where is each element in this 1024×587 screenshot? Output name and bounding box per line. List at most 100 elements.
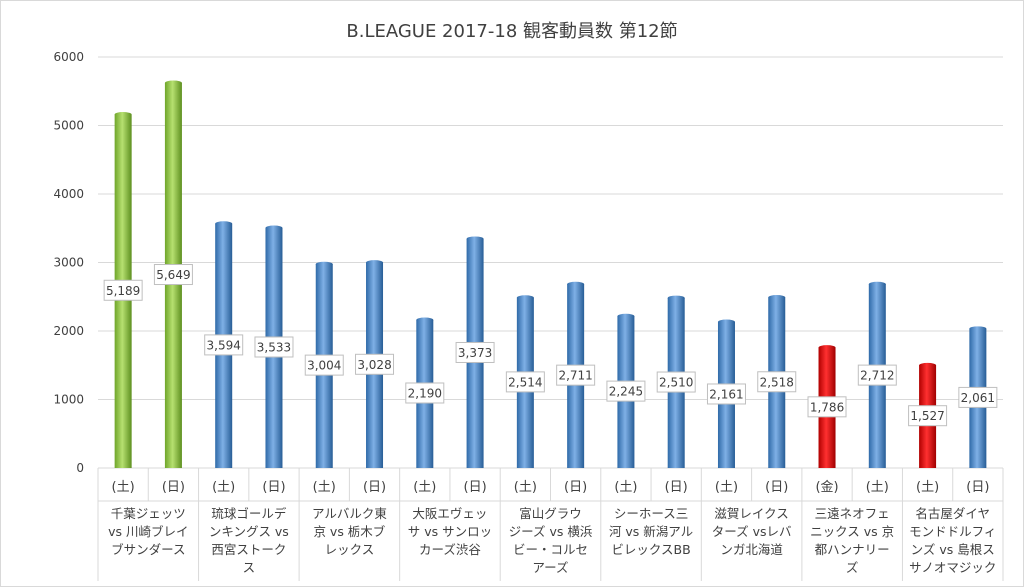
- x-category-label: サ vs サンロッ: [408, 524, 492, 539]
- data-label: 5,189: [106, 284, 140, 298]
- x-day-label: (日): [665, 480, 688, 495]
- y-tick-label: 0: [76, 461, 84, 475]
- data-label: 2,514: [508, 375, 542, 389]
- x-category-label: ンキングス vs: [209, 524, 289, 539]
- x-category-label: シーホース三: [614, 506, 688, 521]
- x-category-label: 琉球ゴールデ: [211, 506, 287, 521]
- data-label-box: [606, 380, 646, 402]
- y-tick-label: 3000: [53, 256, 84, 270]
- x-category-label: サノオマジック: [909, 560, 996, 575]
- bar-cap: [919, 362, 937, 368]
- data-label-box: [807, 396, 847, 418]
- bar-cap: [315, 261, 333, 267]
- data-label-box: [958, 386, 998, 408]
- x-day-label: (日): [564, 480, 587, 495]
- data-label: 2,190: [408, 386, 442, 400]
- data-label-box: [556, 364, 596, 386]
- bar-cap: [818, 345, 836, 351]
- data-label: 1,786: [810, 400, 844, 414]
- x-day-label: (土): [413, 480, 436, 495]
- x-category-label: 大阪エヴェッ: [412, 506, 487, 521]
- data-label-box: [254, 336, 294, 358]
- data-label-box: [706, 383, 746, 405]
- x-category-label: アーズ: [532, 560, 568, 575]
- bar-cap: [366, 260, 384, 266]
- bar-cap: [265, 225, 283, 231]
- x-day-label: (金): [815, 479, 838, 495]
- bar-cap: [466, 236, 484, 242]
- x-category-label: 名古屋ダイヤ: [915, 506, 990, 521]
- x-day-label: (日): [765, 480, 788, 495]
- bar-cap: [768, 295, 786, 301]
- bar-cap: [868, 281, 886, 287]
- bar-cap: [416, 317, 434, 323]
- data-label: 5,649: [156, 268, 190, 282]
- bar-cap: [717, 319, 735, 325]
- bar-cap: [667, 295, 685, 301]
- data-label-box: [908, 405, 948, 427]
- x-category-label: ビレックスBB: [611, 542, 690, 557]
- x-category-label: レックス: [325, 542, 375, 557]
- x-day-label: (土): [866, 480, 889, 495]
- data-label-box: [656, 371, 696, 393]
- data-label: 2,510: [659, 376, 693, 390]
- data-label: 2,518: [760, 375, 794, 389]
- x-category-label: 京 vs 栃木ブ: [313, 524, 385, 539]
- data-label: 2,161: [709, 387, 743, 401]
- x-day-label: (土): [514, 480, 537, 495]
- x-day-label: (土): [313, 480, 336, 495]
- bars: [114, 80, 987, 468]
- data-label: 2,245: [609, 385, 643, 399]
- x-category-label: ジーズ vs 横浜: [509, 524, 593, 539]
- data-label: 3,028: [357, 358, 391, 372]
- data-label: 3,533: [257, 340, 291, 354]
- x-category-label: 滋賀レイクス: [714, 506, 788, 521]
- y-tick-label: 6000: [53, 50, 84, 64]
- y-tick-label: 2000: [53, 324, 84, 338]
- bar-cap: [516, 295, 534, 301]
- x-category-label: ビー・コルセ: [513, 542, 588, 557]
- x-day-label: (土): [614, 480, 637, 495]
- data-label-box: [505, 371, 545, 393]
- x-category-label: ス: [243, 560, 256, 575]
- x-day-label: (日): [162, 480, 185, 495]
- x-category-label: ニックス vs 京: [810, 524, 894, 539]
- data-label: 2,712: [860, 369, 894, 383]
- x-category-label: 富山グラウ: [519, 506, 582, 521]
- bar-cap: [969, 326, 987, 332]
- data-label: 2,061: [961, 391, 995, 405]
- data-labels: 5,189 5,649 3,594 3,533 3,004 3,028 2,190 3,373…: [103, 264, 998, 427]
- y-tick-label: 1000: [53, 393, 84, 407]
- data-label: 3,373: [458, 346, 492, 360]
- bar-cap: [164, 80, 182, 86]
- bar-cap: [617, 313, 635, 319]
- data-label: 3,004: [307, 359, 341, 373]
- category-table: [97, 467, 1004, 581]
- x-day-label: (日): [464, 480, 487, 495]
- x-day-label: (日): [966, 480, 989, 495]
- x-category-label: アルバルク東: [312, 506, 387, 521]
- data-label-box: [757, 371, 797, 393]
- data-label: 1,527: [910, 409, 944, 423]
- x-day-label: (土): [112, 480, 135, 495]
- x-category-label: 千葉ジェッツ: [111, 506, 186, 521]
- x-category-label: 西宮ストーク: [211, 542, 286, 557]
- x-category-label: 河 vs 新潟アル: [609, 524, 693, 539]
- data-label-box: [857, 364, 897, 386]
- bar-cap: [114, 112, 132, 118]
- x-category-label: vs 川崎ブレイ: [108, 524, 188, 539]
- data-label-box: [455, 341, 495, 363]
- data-label-box: [405, 382, 445, 404]
- chart-title: B.LEAGUE 2017-18 観客動員数 第12節: [346, 21, 677, 42]
- y-axis-ticks: 0 1000 2000 3000 4000 5000 6000: [53, 50, 84, 475]
- x-category-label: ンガ北海道: [720, 542, 783, 557]
- gridlines: [98, 56, 1003, 469]
- data-label-box: [355, 353, 395, 375]
- y-tick-label: 5000: [53, 119, 84, 133]
- x-category-label: ターズ vsレバ: [712, 524, 792, 539]
- data-label-box: [204, 334, 244, 356]
- x-category-label: ズ: [846, 560, 859, 575]
- data-label-box: [304, 354, 344, 376]
- bar-cap: [567, 281, 585, 287]
